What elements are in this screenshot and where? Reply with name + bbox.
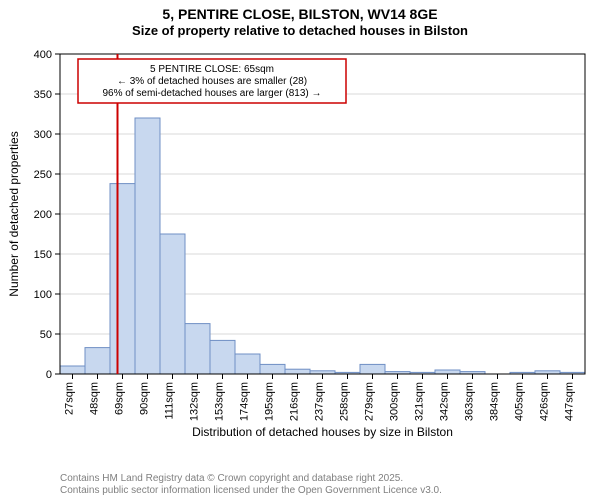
xtick-label: 342sqm	[439, 382, 451, 421]
ytick-label: 250	[34, 169, 52, 181]
xtick-label: 195sqm	[264, 382, 276, 421]
xtick-label: 69sqm	[114, 382, 126, 415]
attribution-line1: Contains HM Land Registry data © Crown c…	[60, 473, 442, 485]
xtick-label: 258sqm	[339, 382, 351, 421]
xtick-label: 90sqm	[139, 382, 151, 415]
histogram-bar	[160, 234, 185, 374]
xtick-label: 447sqm	[564, 382, 576, 421]
histogram-bar	[360, 364, 385, 374]
histogram-bar	[185, 324, 210, 374]
chart-container: 5, PENTIRE CLOSE, BILSTON, WV14 8GE Size…	[0, 0, 600, 500]
histogram-bar	[285, 369, 310, 374]
histogram-bar	[435, 370, 460, 374]
xtick-label: 237sqm	[314, 382, 326, 421]
xtick-label: 279sqm	[364, 382, 376, 421]
xtick-label: 405sqm	[514, 382, 526, 421]
ytick-label: 0	[46, 369, 52, 381]
annotation-line3: 96% of semi-detached houses are larger (…	[102, 88, 321, 99]
xtick-label: 48sqm	[89, 382, 101, 415]
xtick-label: 216sqm	[289, 382, 301, 421]
xtick-label: 153sqm	[214, 382, 226, 421]
histogram-svg: 0 50 100 150 200 250 300 350 400 27sqm 48sqm 69sqm 9…	[0, 44, 600, 444]
xtick-label: 321sqm	[414, 382, 426, 421]
histogram-bar	[260, 364, 285, 374]
xtick-label: 384sqm	[489, 382, 501, 421]
histogram-bar	[135, 118, 160, 374]
x-axis-label: Distribution of detached houses by size …	[192, 425, 453, 439]
ytick-label: 350	[34, 89, 52, 101]
ytick-label: 50	[40, 329, 52, 341]
histogram-bar	[235, 354, 260, 374]
ytick-label: 150	[34, 249, 52, 261]
xtick-label: 300sqm	[389, 382, 401, 421]
histogram-bar	[85, 348, 110, 374]
ytick-label: 100	[34, 289, 52, 301]
ytick-label: 200	[34, 209, 52, 221]
chart-area: 0 50 100 150 200 250 300 350 400 27sqm 48sqm 69sqm 9…	[0, 44, 600, 444]
ytick-label: 400	[34, 49, 52, 61]
xtick-label: 363sqm	[464, 382, 476, 421]
xtick-label: 174sqm	[239, 382, 251, 421]
chart-subtitle: Size of property relative to detached ho…	[0, 23, 600, 38]
xtick-label: 426sqm	[539, 382, 551, 421]
chart-title: 5, PENTIRE CLOSE, BILSTON, WV14 8GE	[0, 6, 600, 22]
histogram-bar	[110, 184, 135, 374]
histogram-bar	[60, 366, 85, 374]
y-axis-label: Number of detached properties	[7, 131, 21, 296]
annotation-line2: ← 3% of detached houses are smaller (28)	[117, 76, 307, 87]
xtick-label: 132sqm	[189, 382, 201, 421]
attribution-line2: Contains public sector information licen…	[60, 485, 442, 497]
xtick-label: 27sqm	[64, 382, 76, 415]
histogram-bar	[210, 340, 235, 374]
ytick-label: 300	[34, 129, 52, 141]
title-block: 5, PENTIRE CLOSE, BILSTON, WV14 8GE Size…	[0, 0, 600, 38]
annotation-line1: 5 PENTIRE CLOSE: 65sqm	[150, 64, 274, 75]
attribution: Contains HM Land Registry data © Crown c…	[60, 473, 442, 496]
xtick-label: 111sqm	[164, 382, 176, 420]
